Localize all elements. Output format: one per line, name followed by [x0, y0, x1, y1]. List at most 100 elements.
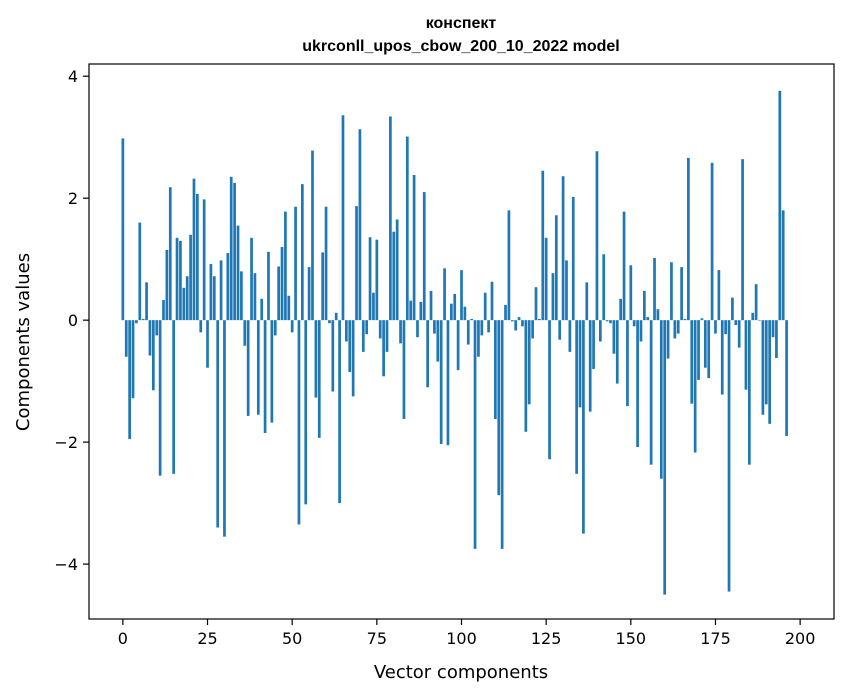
bar-113 [504, 304, 507, 321]
bar-182 [737, 320, 741, 348]
bar-193 [775, 320, 778, 358]
bar-29 [219, 260, 223, 321]
bar-124 [541, 170, 545, 321]
bar-35 [240, 271, 243, 321]
bar-195 [781, 210, 785, 321]
bar-14 [168, 187, 172, 321]
bar-178 [724, 320, 727, 335]
bar-71 [361, 320, 365, 352]
bar-141 [598, 320, 602, 342]
bar-37 [246, 320, 250, 416]
x-tick-label-0: 0 [118, 629, 128, 648]
bar-75 [375, 239, 379, 321]
bar-44 [270, 320, 274, 423]
bar-78 [385, 320, 389, 352]
bar-82 [399, 320, 402, 344]
bar-21 [192, 178, 196, 321]
bar-4 [135, 320, 138, 324]
bar-159 [659, 320, 663, 479]
bar-58 [317, 320, 321, 438]
bar-109 [490, 281, 494, 321]
bar-135 [578, 320, 582, 408]
bar-128 [554, 215, 558, 321]
x-tick-label-150: 150 [616, 629, 647, 648]
bar-23 [199, 320, 203, 333]
bar-179 [727, 320, 731, 592]
bar-20 [189, 234, 192, 321]
bar-172 [703, 320, 707, 368]
bar-85 [409, 300, 413, 321]
bar-94 [439, 320, 443, 444]
bar-144 [609, 320, 612, 324]
bar-117 [517, 317, 521, 321]
bar-127 [551, 273, 555, 321]
bar-31 [226, 253, 230, 321]
x-tick-label-125: 125 [531, 629, 562, 648]
bar-166 [683, 318, 687, 321]
plot-area-frame [88, 63, 835, 620]
bar-42 [263, 320, 267, 433]
bar-129 [558, 320, 562, 340]
bar-154 [643, 290, 646, 321]
bar-130 [561, 176, 565, 321]
bar-53 [300, 184, 304, 321]
bar-79 [389, 116, 392, 321]
bar-5 [138, 222, 142, 321]
bar-153 [639, 320, 643, 342]
bar-33 [233, 182, 236, 321]
chart-title-line-2: ukrconll_upos_cbow_200_10_2022 model [302, 38, 619, 55]
bar-63 [334, 312, 338, 321]
bar-111 [497, 320, 501, 496]
bar-69 [355, 206, 358, 321]
bar-116 [514, 320, 518, 331]
bar-89 [422, 192, 426, 321]
bar-173 [707, 320, 711, 379]
bar-60 [324, 206, 328, 321]
bar-103 [470, 318, 474, 321]
bar-80 [392, 231, 396, 321]
bar-145 [612, 320, 616, 354]
bar-181 [734, 320, 738, 326]
bar-146 [615, 320, 619, 384]
bar-147 [619, 298, 623, 321]
bar-123 [538, 318, 541, 321]
bar-10 [155, 320, 159, 336]
bar-143 [605, 320, 609, 322]
bar-157 [653, 257, 656, 321]
bar-106 [480, 320, 484, 336]
bar-131 [565, 260, 568, 321]
bar-108 [487, 320, 490, 333]
bar-186 [751, 312, 755, 321]
bar-160 [663, 320, 667, 595]
y-axis-ticks: −4 −2 0 2 4 [54, 67, 89, 574]
bar-112 [500, 320, 504, 549]
bar-64 [338, 320, 341, 504]
bar-176 [717, 270, 721, 321]
bar-196 [785, 320, 788, 437]
bar-65 [341, 115, 345, 321]
bar-56 [311, 150, 314, 321]
bar-24 [202, 199, 206, 321]
bar-162 [670, 262, 673, 321]
x-tick-label-75: 75 [367, 629, 387, 648]
x-axis-label: Vector components [374, 662, 548, 683]
bar-120 [527, 320, 531, 405]
bar-122 [534, 287, 538, 321]
bar-27 [212, 276, 216, 321]
bar-139 [592, 320, 595, 369]
bar-73 [368, 237, 372, 321]
bar-93 [436, 320, 440, 362]
bar-83 [402, 320, 406, 419]
bar-86 [412, 175, 416, 321]
bar-194 [778, 90, 782, 321]
bar-74 [372, 292, 375, 321]
bar-18 [182, 287, 186, 321]
bar-81 [395, 219, 399, 321]
bar-36 [243, 320, 247, 346]
bar-40 [256, 320, 260, 415]
y-tick-label-0: 0 [68, 311, 78, 330]
bar-12 [162, 300, 165, 321]
bar-191 [768, 320, 772, 424]
bar-28 [216, 320, 220, 528]
bar-32 [229, 176, 233, 321]
